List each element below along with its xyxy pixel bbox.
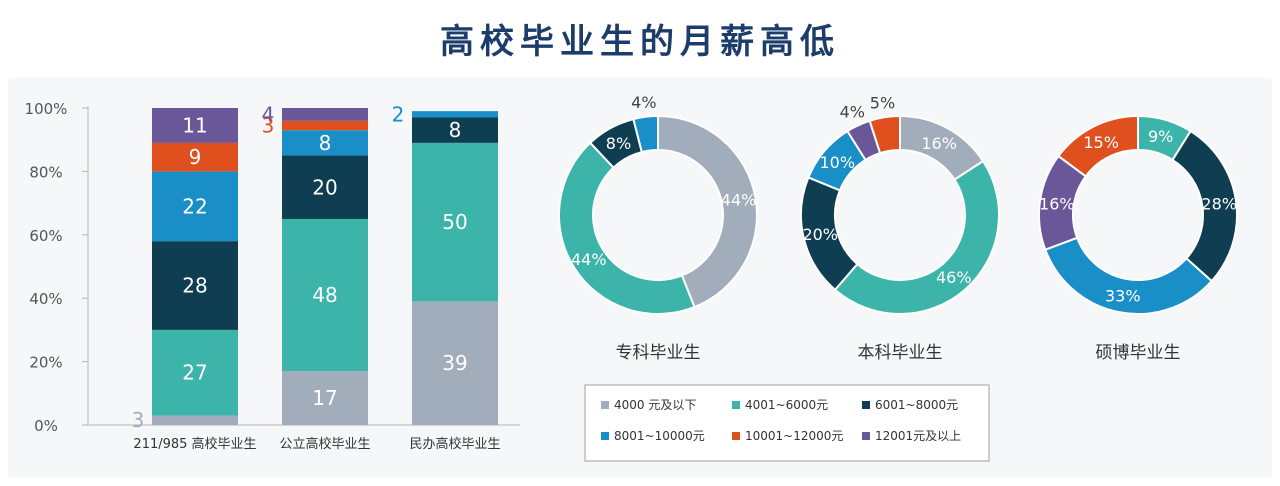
y-tick-label: 80% <box>29 163 62 181</box>
bar-segment <box>152 171 238 242</box>
pie-slice-label: 44% <box>721 191 757 210</box>
y-tick-label: 0% <box>34 417 58 435</box>
x-category-label: 211/985 高校毕业生 <box>133 436 256 452</box>
bar-value-label: 8 <box>319 131 332 155</box>
bar-segment <box>282 155 368 219</box>
pie-slice <box>657 114 758 309</box>
bar-segment <box>412 142 498 302</box>
y-tick-label: 40% <box>29 290 62 308</box>
pie-slice <box>1057 114 1139 178</box>
bar-segment <box>152 241 238 330</box>
pie-title: 专科毕业生 <box>616 343 701 363</box>
pie-slice-label: 4% <box>631 93 656 112</box>
bar-value-label: 27 <box>182 361 207 385</box>
pie-slice-label: 33% <box>1105 287 1141 306</box>
bar-value-label: 50 <box>442 210 467 234</box>
pie-title: 本科毕业生 <box>858 343 943 363</box>
pie-slice-label: 44% <box>571 250 607 269</box>
bar-value-label: 8 <box>449 118 462 142</box>
pie-title: 硕博毕业生 <box>1096 343 1181 363</box>
legend-swatch <box>732 432 740 440</box>
y-tick-label: 20% <box>29 354 62 372</box>
pie-slice-label: 9% <box>1148 127 1173 146</box>
page-title: 高校毕业生的月薪高低 <box>440 22 840 62</box>
legend-swatch <box>862 432 870 440</box>
pie-slice-label: 20% <box>802 225 838 244</box>
pie-slice <box>558 141 696 315</box>
bar-value-label: 3 <box>262 113 275 137</box>
legend-swatch <box>732 401 740 409</box>
pie-slice-label: 16% <box>1039 195 1075 214</box>
bar-segment <box>282 371 368 425</box>
bar-value-label: 28 <box>182 274 207 298</box>
legend-label: 4000 元及以下 <box>614 398 696 412</box>
bar-segment <box>282 130 368 156</box>
bar-value-label: 11 <box>182 113 207 137</box>
bar-value-label: 4 <box>262 102 275 126</box>
pie-slice-label: 10% <box>819 153 855 172</box>
bar-segment <box>282 108 368 121</box>
bar-value-label: 20 <box>312 175 337 199</box>
bar-value-label: 22 <box>182 194 207 218</box>
pie-slice-label: 5% <box>870 93 895 112</box>
legend-swatch <box>601 401 609 409</box>
legend-swatch <box>862 401 870 409</box>
bar-value-label: 2 <box>392 102 405 126</box>
pie-slice <box>632 114 659 154</box>
bar-segment <box>412 117 498 143</box>
title-bar: 高校毕业生的月薪高低 <box>0 0 1280 78</box>
bar-value-label: 9 <box>189 145 202 169</box>
pie-slice-label: 28% <box>1201 195 1237 214</box>
legend-label: 10001~12000元 <box>745 429 843 443</box>
bar-segment <box>282 218 368 372</box>
pie-slice <box>833 159 1000 315</box>
y-tick-label: 100% <box>25 100 68 118</box>
bar-segment <box>282 120 368 131</box>
legend-label: 6001~8000元 <box>875 398 958 412</box>
legend-label: 12001元及以上 <box>875 429 961 443</box>
bar-segment <box>412 111 498 118</box>
bar-segment <box>152 142 238 172</box>
bar-segment <box>152 415 238 425</box>
bar-value-label: 39 <box>442 351 467 375</box>
bar-segment <box>152 329 238 416</box>
bar-segment <box>412 301 498 425</box>
bar-value-label: 17 <box>312 386 337 410</box>
pie-slice-label: 4% <box>840 103 865 122</box>
pie-slice-label: 8% <box>606 134 631 153</box>
legend-swatch <box>601 432 609 440</box>
pie-slice-label: 16% <box>921 134 957 153</box>
x-category-label: 公立高校毕业生 <box>279 436 370 452</box>
legend-label: 8001~10000元 <box>614 429 705 443</box>
pie-slice <box>1043 236 1214 315</box>
bar-value-label: 3 <box>132 408 145 432</box>
pie-slice-label: 15% <box>1083 133 1119 152</box>
pie-slice <box>868 114 901 155</box>
bar-segment <box>152 108 238 143</box>
legend-label: 4001~6000元 <box>745 398 828 412</box>
pie-slice-label: 46% <box>936 268 972 287</box>
x-category-label: 民办高校毕业生 <box>409 436 500 452</box>
legend-box <box>584 384 990 462</box>
y-tick-label: 60% <box>29 227 62 245</box>
bar-value-label: 48 <box>312 283 337 307</box>
